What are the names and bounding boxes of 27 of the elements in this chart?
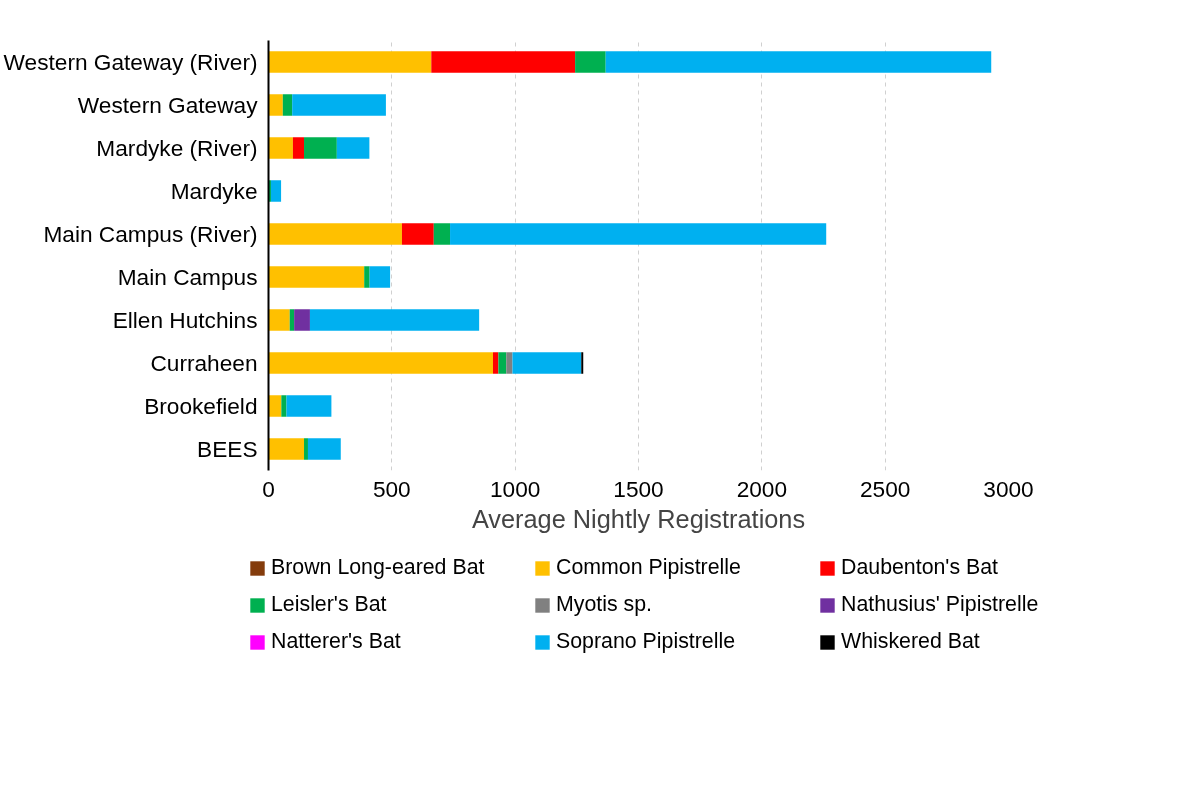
legend-label: Natterer's Bat bbox=[271, 629, 402, 654]
y-tick-label: Brookefield bbox=[144, 393, 258, 419]
x-axis-title: Average Nightly Registrations bbox=[471, 504, 806, 533]
x-tick-label: 2000 bbox=[736, 475, 788, 502]
legend-label: Leisler's Bat bbox=[271, 592, 388, 617]
y-tick-label: Main Campus bbox=[117, 264, 258, 290]
y-tick-label: Curraheen bbox=[150, 350, 258, 376]
x-tick-label: 1000 bbox=[489, 475, 541, 502]
legend-label: Whiskered Bat bbox=[841, 629, 981, 654]
y-tick-label: Mardyke (River) bbox=[96, 135, 258, 161]
legend-label: Nathusius' Pipistrelle bbox=[841, 592, 1040, 617]
y-tick-label: Ellen Hutchins bbox=[112, 307, 258, 333]
x-tick-label: 2500 bbox=[859, 475, 911, 502]
y-tick-label: Main Campus (River) bbox=[43, 221, 258, 247]
legend-label: Daubenton's Bat bbox=[841, 555, 1000, 580]
y-tick-label: BEES bbox=[197, 436, 258, 462]
y-tick-label: Western Gateway bbox=[77, 92, 259, 118]
x-tick-label: 500 bbox=[372, 475, 411, 502]
legend-label: Myotis sp. bbox=[556, 592, 653, 617]
y-tick-label: Mardyke bbox=[170, 178, 258, 204]
legend-label: Soprano Pipistrelle bbox=[556, 629, 737, 654]
legend-label: Common Pipistrelle bbox=[556, 555, 742, 580]
y-tick-label: Western Gateway (River) bbox=[3, 49, 258, 75]
x-tick-label: 3000 bbox=[983, 475, 1034, 502]
x-tick-label: 1500 bbox=[613, 475, 664, 502]
legend-label: Brown Long-eared Bat bbox=[271, 555, 486, 580]
x-tick-label: 0 bbox=[262, 475, 275, 502]
